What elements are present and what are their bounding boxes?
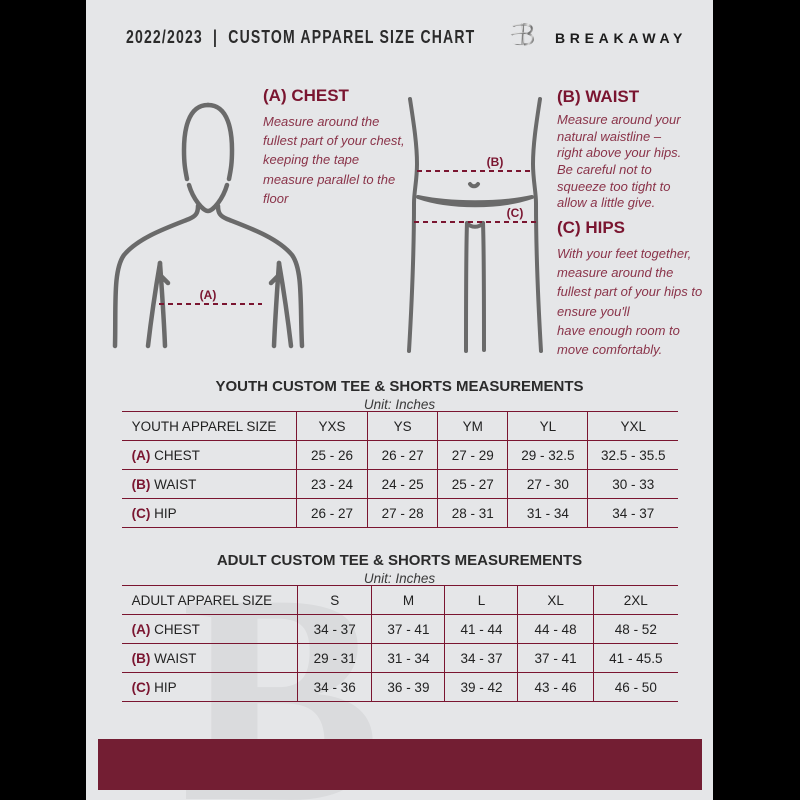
svg-text:(B): (B) [487, 155, 504, 169]
svg-text:(C): (C) [507, 206, 524, 220]
svg-text:(A): (A) [200, 288, 217, 302]
